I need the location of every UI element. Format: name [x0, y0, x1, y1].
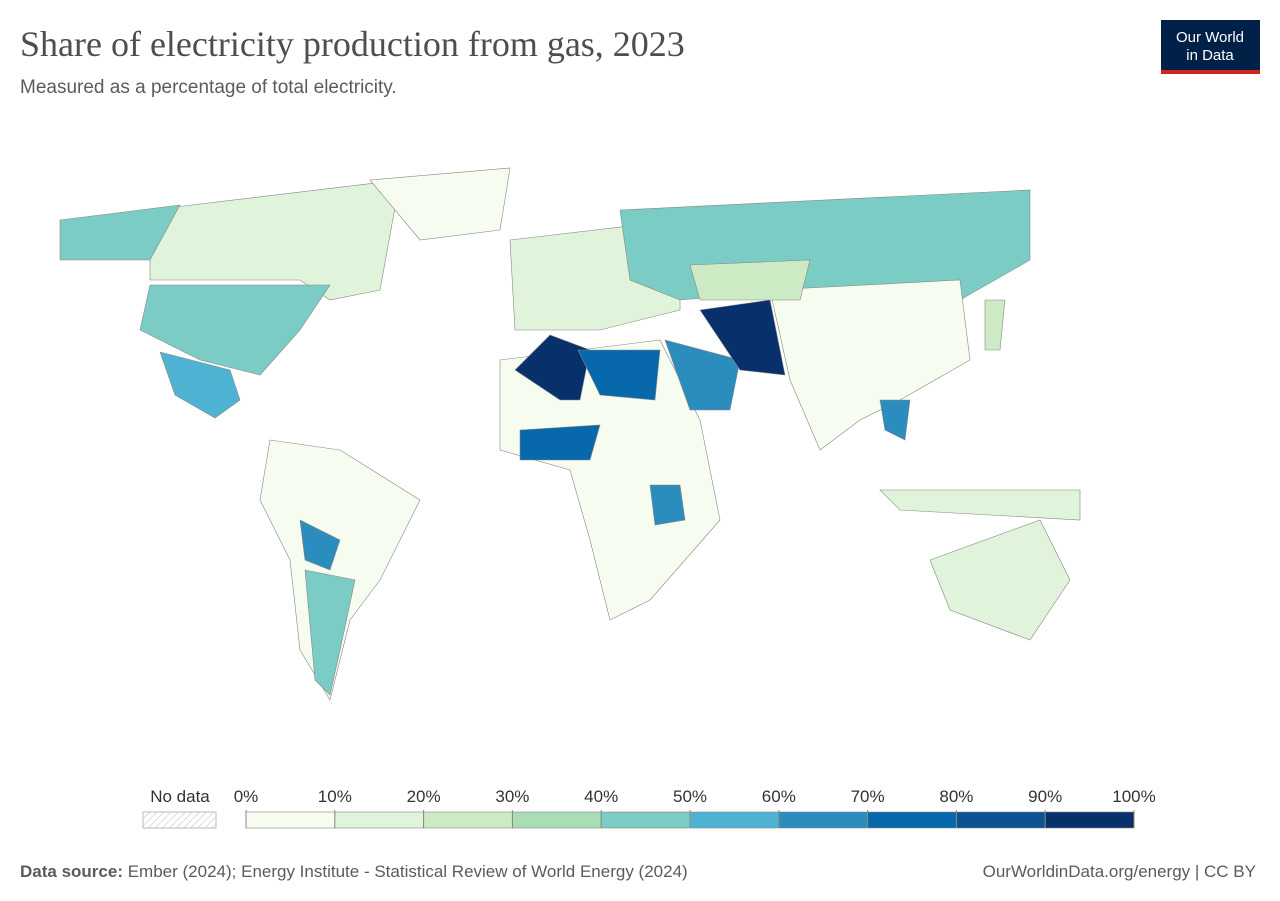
- no-data-swatch: [142, 811, 217, 829]
- legend-bin: [334, 811, 424, 829]
- legend-tick-label: 20%: [407, 787, 441, 806]
- legend-tick-label: 80%: [939, 787, 973, 806]
- japan: [984, 299, 1006, 351]
- bolivia: [299, 519, 341, 571]
- libya-egypt: [577, 349, 661, 401]
- legend-bin: [1044, 811, 1135, 829]
- logo-bar: [1161, 70, 1260, 74]
- canada: [149, 179, 401, 301]
- url: OurWorldinData.org/energy | CC BY: [983, 862, 1256, 881]
- alaska: [59, 204, 181, 261]
- chart-subtitle: Measured as a percentage of total electr…: [20, 77, 397, 98]
- algeria: [514, 334, 591, 401]
- legend-tick-label: 30%: [495, 787, 529, 806]
- legend-tick-label: 60%: [762, 787, 796, 806]
- legend-bin: [867, 811, 957, 829]
- legend-tick-label: 0%: [234, 787, 259, 806]
- legend-tick-label: 40%: [584, 787, 618, 806]
- thailand: [879, 399, 911, 441]
- legend-tick-label: 50%: [673, 787, 707, 806]
- legend-tick-label: 90%: [1028, 787, 1062, 806]
- legend-bin: [245, 811, 336, 829]
- logo-box: [1161, 20, 1260, 74]
- legend-bin: [689, 811, 780, 829]
- legend-bin: [423, 811, 513, 829]
- kazakhstan: [689, 259, 811, 301]
- saudi-arabia: [664, 339, 741, 411]
- source-label: Data source:: [20, 862, 123, 881]
- greenland: [369, 167, 511, 241]
- argentina: [304, 569, 356, 696]
- legend-tick-label: 70%: [851, 787, 885, 806]
- logo-text: Our World: [1176, 29, 1244, 46]
- australia: [929, 519, 1071, 641]
- legend-tick-label: 100%: [1112, 787, 1155, 806]
- logo[interactable]: Our World in Data: [1161, 20, 1260, 74]
- legend-bin: [956, 811, 1046, 829]
- south-america: [259, 439, 421, 701]
- legend-bin: [512, 811, 602, 829]
- chart-title: Share of electricity production from gas…: [20, 24, 685, 64]
- logo-text: in Data: [1186, 47, 1234, 64]
- legend-bin: [778, 811, 868, 829]
- indonesia: [879, 489, 1081, 521]
- map: [59, 167, 1081, 701]
- legend-tick-label: 10%: [318, 787, 352, 806]
- tanzania: [649, 484, 686, 526]
- russia: [619, 189, 1031, 301]
- iran-central-asia: [699, 299, 786, 376]
- mexico: [159, 351, 241, 419]
- usa: [139, 284, 331, 376]
- legend-bin: [600, 811, 691, 829]
- no-data-label: No data: [150, 787, 210, 806]
- source: Data source: Ember (2024); Energy Instit…: [20, 862, 688, 881]
- west-africa: [519, 424, 601, 461]
- source-text: Ember (2024); Energy Institute - Statist…: [128, 862, 688, 881]
- asia: [769, 279, 971, 451]
